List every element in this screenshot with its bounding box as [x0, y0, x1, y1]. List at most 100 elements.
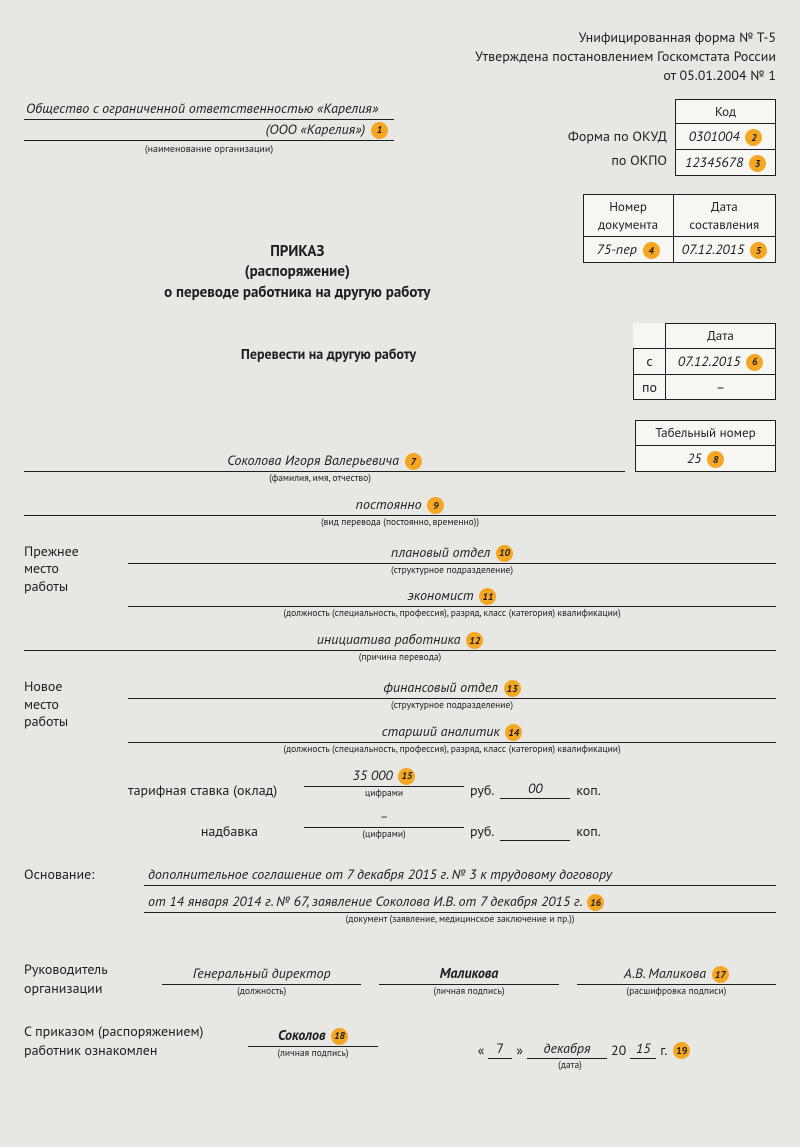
badge-icon: 6: [746, 354, 763, 371]
ack-year: 15: [630, 1039, 656, 1060]
rate-rub: 35 000: [353, 766, 393, 784]
badge-icon: 19: [673, 1042, 690, 1059]
badge-icon: 1: [371, 122, 388, 139]
transfer-label: Перевести на другую работу: [24, 323, 633, 364]
header-line: Унифицированная форма № Т-5: [24, 28, 776, 47]
rate-cap: цифрами: [304, 787, 464, 800]
transfer-date-label: Дата: [666, 323, 776, 348]
docdate-label: Дата составления: [673, 195, 775, 237]
head-sign-cap: (личная подпись): [379, 985, 558, 998]
reason-caption: (причина перевода): [24, 651, 776, 664]
kind-caption: (вид перевода (постоянно, временно)): [24, 516, 776, 529]
header-line: Утверждена постановлением Госкомстата Ро…: [24, 47, 776, 66]
badge-icon: 9: [427, 497, 444, 514]
head-position: Генеральный директор: [162, 964, 361, 985]
tabnum-value: 25: [687, 449, 702, 467]
head-sign: Маликова: [379, 964, 558, 985]
docdate-value: 07.12.2015: [682, 240, 745, 258]
badge-icon: 7: [405, 453, 422, 470]
new-position-cap: (должность (специальность, профессия), р…: [128, 743, 776, 756]
head-decode-cap: (расшифровка подписи): [577, 985, 776, 998]
prev-position: экономист: [408, 586, 474, 604]
codes-table: Код 0301004 2 12345678 3: [675, 99, 776, 177]
transfer-from: 07.12.2015: [678, 352, 741, 370]
head-decode: А.В. Маликова: [624, 964, 706, 982]
badge-icon: 11: [479, 588, 496, 605]
docnum-label: Номер документа: [583, 195, 673, 237]
bonus-rub: –: [304, 807, 464, 828]
prev-label: Прежнееместоработы: [24, 543, 114, 596]
new-position: старший аналитик: [382, 722, 500, 740]
new-unit: финансовый отдел: [383, 678, 497, 696]
tabnum-table: Табельный номер 25 8: [635, 420, 776, 472]
badge-icon: 8: [707, 451, 724, 468]
basis-line1: дополнительное соглашение от 7 декабря 2…: [144, 865, 776, 886]
badge-icon: 2: [745, 129, 762, 146]
docnum-value: 75-пер: [597, 240, 637, 258]
badge-icon: 10: [496, 545, 513, 562]
ack-sign: Соколов: [278, 1026, 326, 1044]
prev-unit: плановый отдел: [391, 543, 490, 561]
quote-open: «: [478, 1041, 485, 1060]
reason-value: инициатива работника: [317, 630, 461, 648]
prev-unit-cap: (структурное подразделение): [128, 564, 776, 577]
fio-value: Соколова Игоря Валерьевича: [227, 451, 399, 469]
transfer-to-label: по: [634, 374, 666, 400]
badge-icon: 15: [398, 768, 415, 785]
rub-label: руб.: [470, 822, 494, 841]
ack-sign-cap: (личная подпись): [248, 1047, 378, 1060]
year-prefix: 20: [611, 1041, 626, 1060]
ack-label: С приказом (распоряжением) работник озна…: [24, 1022, 234, 1060]
badge-icon: 5: [750, 242, 767, 259]
rub-label: руб.: [470, 781, 494, 800]
bonus-label: надбавка: [128, 822, 298, 841]
ack-date-cap: (дата): [364, 1059, 776, 1072]
fio-caption: (фамилия, имя, отчество): [24, 472, 616, 485]
okud-value: 0301004: [689, 127, 740, 145]
basis-line2: от 14 января 2014 г. № 67, заявление Сок…: [148, 892, 581, 910]
okpo-value: 12345678: [685, 153, 743, 171]
basis-caption: (документ (заявление, медицинское заключ…: [144, 913, 776, 926]
badge-icon: 4: [643, 242, 660, 259]
rate-label: тарифная ставка (оклад): [128, 781, 298, 800]
ack-day: 7: [488, 1039, 512, 1060]
bonus-cap: (цифрами): [304, 828, 464, 841]
head-position-cap: (должность): [162, 985, 361, 998]
rate-kop: 00: [500, 779, 570, 800]
quote-close: »: [516, 1041, 523, 1060]
ack-label-2: работник ознакомлен: [24, 1041, 157, 1059]
org-short: (ООО «Карелия»): [266, 120, 366, 138]
org-full: Общество с ограниченной ответственностью…: [24, 99, 394, 120]
badge-icon: 13: [504, 680, 521, 697]
new-label: Новоеместоработы: [24, 678, 114, 731]
title-line: о переводе работника на другую работу: [24, 283, 571, 303]
document-page: Унифицированная форма № Т-5 Утверждена п…: [0, 0, 800, 1112]
prev-position-cap: (должность (специальность, профессия), р…: [128, 607, 776, 620]
badge-icon: 14: [505, 724, 522, 741]
title-line: (распоряжение): [24, 262, 571, 282]
okud-label: Форма по ОКУД: [568, 125, 667, 149]
docinfo-table: Номер документа Дата составления 75-пер …: [583, 194, 776, 263]
form-header: Унифицированная форма № Т-5 Утверждена п…: [24, 28, 776, 85]
transfer-to: –: [666, 374, 776, 400]
badge-icon: 17: [712, 966, 729, 983]
head-label: Руководительорганизации: [24, 960, 144, 998]
new-unit-cap: (структурное подразделение): [128, 699, 776, 712]
basis-label: Основание:: [24, 865, 124, 884]
badge-icon: 12: [466, 632, 483, 649]
bonus-kop: [500, 839, 570, 841]
org-caption: (наименование организации): [24, 142, 394, 156]
tabnum-label: Табельный номер: [636, 421, 776, 446]
kind-value: постоянно: [356, 495, 422, 513]
title-line: ПРИКАЗ: [24, 242, 571, 262]
title-block: ПРИКАЗ (распоряжение) о переводе работни…: [24, 242, 571, 303]
transfer-dates-table: Дата с 07.12.2015 6 по –: [633, 323, 776, 400]
year-suffix: г.: [660, 1041, 667, 1060]
badge-icon: 3: [749, 155, 766, 172]
badge-icon: 18: [331, 1028, 348, 1045]
header-line: от 05.01.2004 № 1: [24, 66, 776, 85]
ack-month: декабря: [527, 1039, 607, 1060]
kop-label: коп.: [576, 822, 601, 841]
okpo-label: по ОКПО: [568, 149, 667, 173]
kod-label: Код: [676, 99, 776, 124]
